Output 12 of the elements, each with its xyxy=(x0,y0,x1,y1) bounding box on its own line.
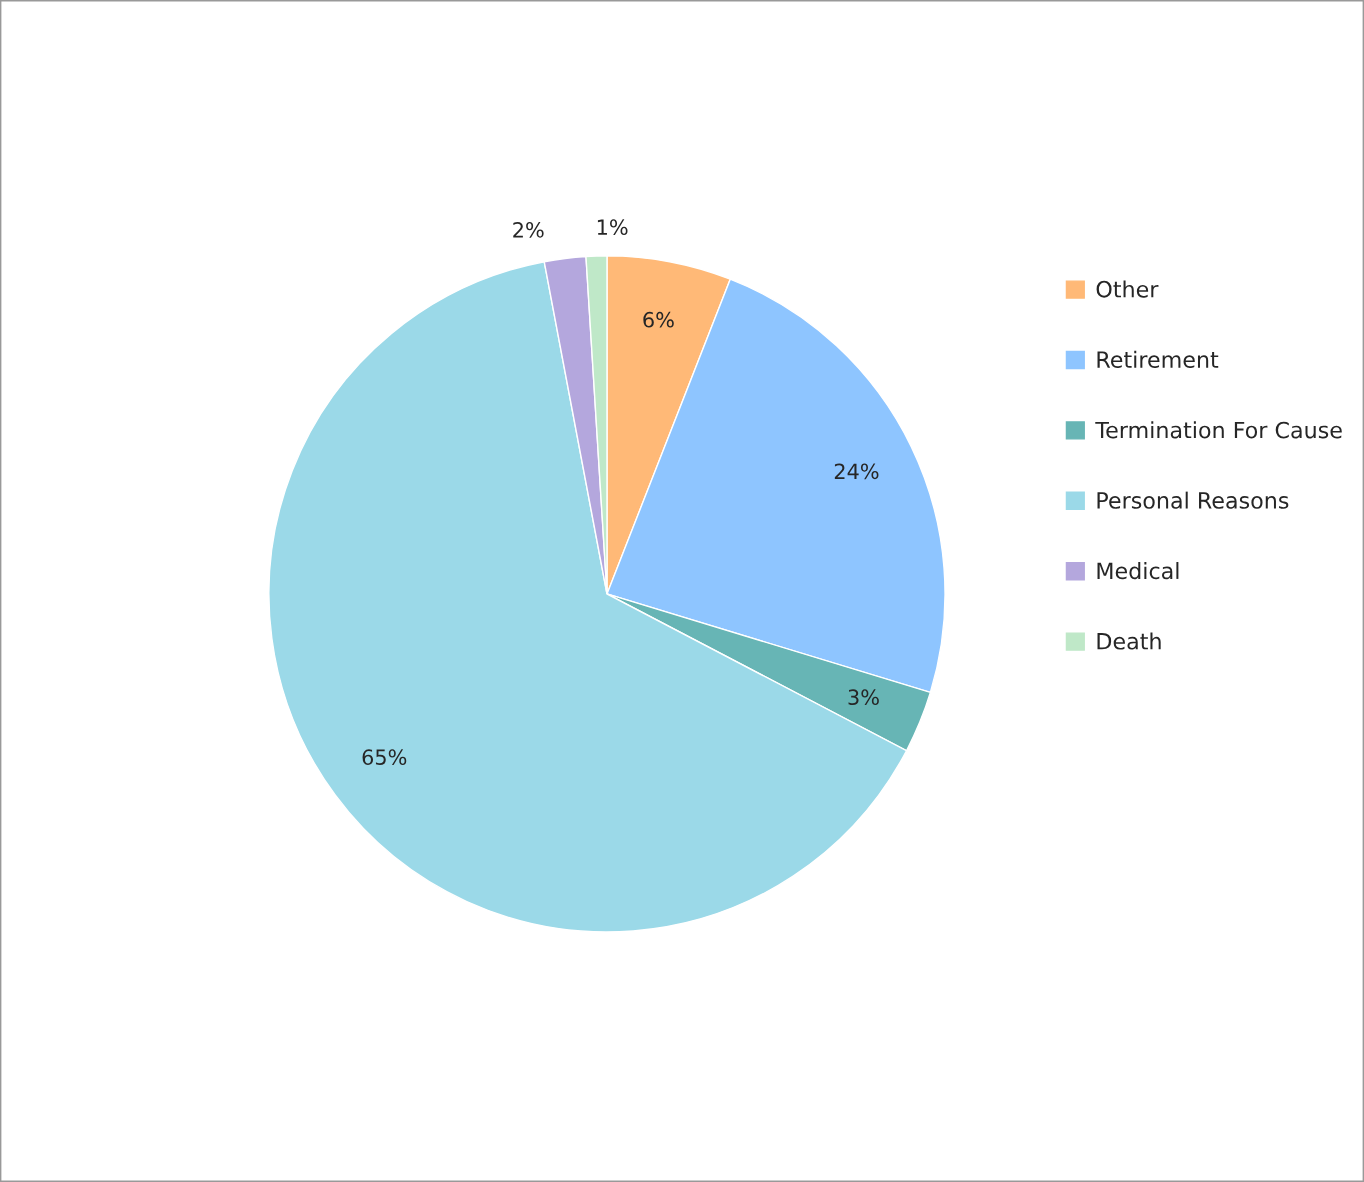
data-label: 65% xyxy=(362,749,407,766)
legend-label: Death xyxy=(1097,632,1161,650)
legend-label: Retirement xyxy=(1097,350,1219,369)
legend-label: Termination For Cause xyxy=(1095,421,1342,439)
data-label: 2% xyxy=(513,221,544,238)
legend-label: Medical xyxy=(1097,562,1179,580)
data-label: 24% xyxy=(834,463,879,480)
legend-label: Personal Reasons xyxy=(1097,491,1289,509)
data-label: 1% xyxy=(597,219,628,236)
data-label: 6% xyxy=(643,311,674,328)
legend-label: Other xyxy=(1096,280,1159,298)
data-label: 3% xyxy=(848,689,879,706)
